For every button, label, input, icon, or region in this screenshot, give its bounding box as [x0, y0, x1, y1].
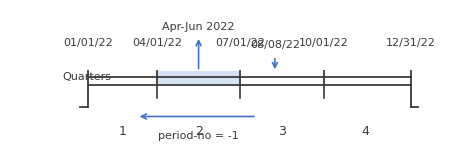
Text: 08/08/22: 08/08/22 [250, 40, 300, 50]
Bar [157, 71, 240, 84]
Text: 3: 3 [278, 125, 286, 138]
Text: Quarters: Quarters [62, 72, 111, 82]
Text: 2: 2 [195, 125, 203, 138]
Text: 10/01/22: 10/01/22 [299, 38, 349, 48]
Text: 1: 1 [118, 125, 126, 138]
Text: 07/01/22: 07/01/22 [215, 38, 265, 48]
Text: 01/01/22: 01/01/22 [63, 38, 113, 48]
Text: 12/31/22: 12/31/22 [386, 38, 436, 48]
Text: Apr-Jun 2022: Apr-Jun 2022 [162, 22, 235, 32]
Text: 4: 4 [362, 125, 370, 138]
Text: period-no = -1: period-no = -1 [158, 131, 239, 141]
Text: 04/01/22: 04/01/22 [132, 38, 182, 48]
